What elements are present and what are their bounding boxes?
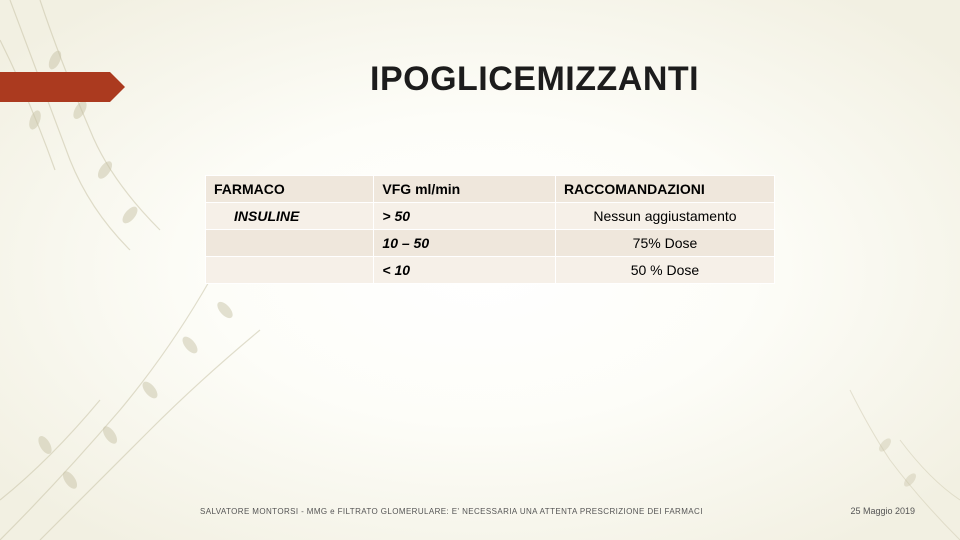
- decoration-top-left: [0, 0, 220, 260]
- decoration-bottom-right: [800, 380, 960, 540]
- accent-bar: [0, 72, 110, 102]
- cell-farmaco: INSULINE: [206, 203, 374, 230]
- cell-vfg: > 50: [374, 203, 556, 230]
- cell-racc: 50 % Dose: [555, 257, 774, 284]
- page-title: IPOGLICEMIZZANTI: [370, 60, 699, 99]
- cell-racc: 75% Dose: [555, 230, 774, 257]
- table-row: < 10 50 % Dose: [206, 257, 775, 284]
- col-header-vfg: VFG ml/min: [374, 176, 556, 203]
- cell-farmaco: [206, 257, 374, 284]
- col-header-racc: RACCOMANDAZIONI: [555, 176, 774, 203]
- cell-text: INSULINE: [234, 208, 299, 224]
- cell-text: < 10: [382, 262, 410, 278]
- cell-racc: Nessun aggiustamento: [555, 203, 774, 230]
- footer-left: SALVATORE MONTORSI - MMG e FILTRATO GLOM…: [200, 507, 703, 516]
- slide: IPOGLICEMIZZANTI FARMACO VFG ml/min RACC…: [0, 0, 960, 540]
- table-row: INSULINE > 50 Nessun aggiustamento: [206, 203, 775, 230]
- drug-table: FARMACO VFG ml/min RACCOMANDAZIONI INSUL…: [205, 175, 775, 284]
- cell-farmaco: [206, 230, 374, 257]
- cell-vfg: 10 – 50: [374, 230, 556, 257]
- decoration-bottom-left: [0, 240, 300, 540]
- cell-text: > 50: [382, 208, 410, 224]
- cell-text: 10 – 50: [382, 235, 429, 251]
- table-row: 10 – 50 75% Dose: [206, 230, 775, 257]
- cell-vfg: < 10: [374, 257, 556, 284]
- col-header-farmaco: FARMACO: [206, 176, 374, 203]
- footer-right: 25 Maggio 2019: [850, 506, 915, 516]
- table-header-row: FARMACO VFG ml/min RACCOMANDAZIONI: [206, 176, 775, 203]
